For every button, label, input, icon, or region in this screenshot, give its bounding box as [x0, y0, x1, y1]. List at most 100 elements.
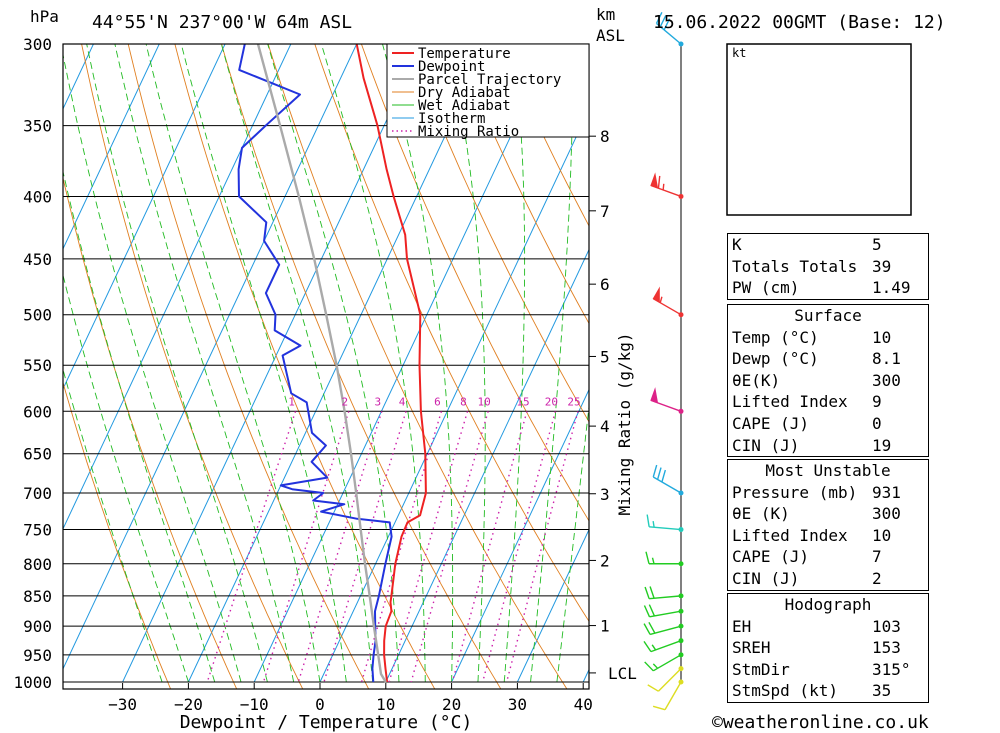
- pressure-tick-label: 800: [23, 555, 52, 574]
- wind-barb-pennant: [650, 172, 659, 189]
- index-label: K: [732, 235, 742, 254]
- most-unstable-table: Most Unstable Pressure (mb) 931 θE (K) 300…: [727, 459, 929, 591]
- surface-row: θE(K) 300: [728, 370, 928, 392]
- isotherm-line: [63, 44, 292, 530]
- wind-barb-half-feather: [659, 296, 663, 303]
- isotherm-line: [516, 528, 589, 683]
- dry-adiabat-line: [314, 44, 589, 623]
- surface-value: 9: [872, 392, 882, 412]
- wind-barb: [647, 666, 684, 692]
- most-unstable-label: Pressure (mb): [732, 482, 858, 502]
- index-value: 39: [872, 256, 892, 276]
- wet-adiabat-line: [267, 44, 400, 683]
- legend-dry-adiabat: Dry Adiabat: [418, 85, 511, 101]
- legend: Temperature Dewpoint Parcel Trajectory D…: [386, 43, 590, 140]
- wet-adiabat-line: [63, 52, 242, 683]
- surface-table: Surface Temp (°C) 10 Dewp (°C) 8.1 θE(K) 30…: [727, 304, 929, 458]
- wind-barb-feather: [649, 586, 655, 599]
- pressure-tick-label: 700: [23, 484, 52, 503]
- x-axis-label: Dewpoint / Temperature (°C): [180, 712, 473, 733]
- wind-barb-shaft: [652, 476, 682, 494]
- dry-adiabat-line: [63, 381, 172, 689]
- wind-barb-half-feather: [651, 644, 657, 651]
- temperature-tick-label: −10: [240, 695, 269, 714]
- km-unit-label: km: [596, 5, 615, 24]
- pressure-tick-label: 400: [23, 187, 52, 206]
- hodograph-value: 315°: [872, 659, 911, 679]
- wind-barb: [643, 622, 684, 636]
- hodograph-label: StmDir: [732, 659, 790, 679]
- most-unstable-value: 2: [872, 568, 882, 588]
- hodograph-value: 35: [872, 681, 892, 701]
- dry-adiabat-line: [267, 44, 568, 689]
- surface-label: CIN (J): [732, 435, 800, 455]
- altitude-tick-label: 2: [600, 551, 610, 570]
- wind-barb: [650, 387, 684, 414]
- wind-barb: [643, 604, 684, 618]
- index-label: PW (cm): [732, 278, 800, 298]
- index-row-totals: Totals Totals 39: [728, 256, 928, 278]
- pressure-tick-label: 450: [23, 250, 52, 269]
- wind-barb-shaft: [657, 668, 682, 692]
- mixing-ratio-line: [262, 411, 350, 683]
- pressure-tick-label: 500: [23, 306, 52, 325]
- index-value: 5: [872, 235, 882, 254]
- isotherm-line: [63, 44, 226, 390]
- wind-barb-feather: [648, 604, 656, 617]
- pressure-unit-label: hPa: [30, 7, 59, 26]
- surface-row: Dewp (°C) 8.1: [728, 348, 928, 370]
- wind-barb-half-feather: [652, 520, 655, 528]
- date-title: 15.06.2022 00GMT (Base: 12): [653, 12, 946, 33]
- pressure-tick-label: 850: [23, 587, 52, 606]
- wet-adiabat-line: [114, 44, 295, 683]
- most-unstable-label: CAPE (J): [732, 547, 810, 567]
- isotherm-line: [0, 0, 7, 682]
- surface-label: θE(K): [732, 370, 781, 390]
- wind-barb-dot: [678, 490, 684, 496]
- altitude-tick-label: 1: [600, 617, 610, 636]
- wind-barb-feather: [648, 622, 656, 634]
- mixing-ratio-tick-label: 1: [288, 395, 295, 408]
- legend-isotherm: Isotherm: [418, 111, 485, 127]
- wind-barb-feather: [652, 705, 666, 711]
- index-value: 1.49: [872, 278, 911, 298]
- wind-barb-dot: [678, 679, 684, 685]
- mixing-ratio-line: [323, 411, 407, 683]
- wind-barb-feather: [652, 464, 658, 478]
- plot-frame: [62, 43, 590, 690]
- wind-barb-feather: [644, 586, 650, 599]
- wet-adiabat-line: [145, 44, 321, 683]
- wind-barb-feather: [661, 469, 667, 483]
- wet-adiabat-line: [86, 44, 268, 683]
- altitude-tick-label: 3: [600, 485, 610, 504]
- mixing-ratio-tick-label: 8: [460, 395, 467, 408]
- surface-value: 19: [872, 435, 892, 455]
- legend-parcel: Parcel Trajectory: [418, 72, 561, 88]
- hodograph-title: Hodograph: [784, 595, 872, 614]
- wind-barb-dot: [678, 41, 684, 47]
- wind-barb: [643, 638, 684, 653]
- isotherm-line: [63, 44, 358, 670]
- most-unstable-label: CIN (J): [732, 568, 800, 588]
- wind-barb-dot: [678, 312, 684, 318]
- wind-barb-shaft: [649, 595, 682, 600]
- wind-barb: [644, 586, 684, 600]
- most-unstable-row: Pressure (mb) 931: [728, 482, 928, 504]
- dewpoint-profile-line: [237, 44, 393, 683]
- pressure-tick-label: 300: [23, 35, 52, 54]
- wind-barb-feather: [647, 684, 659, 692]
- surface-value: 0: [872, 413, 882, 433]
- pressure-tick-label: 750: [23, 521, 52, 540]
- hodograph-value: 153: [872, 638, 901, 658]
- wind-barb-feather: [643, 605, 651, 618]
- most-unstable-row: θE (K) 300: [728, 503, 928, 525]
- mixing-ratio-line: [360, 411, 443, 683]
- wind-barb-dot: [678, 408, 684, 414]
- wind-barb-shaft: [650, 640, 682, 653]
- mixing-ratio-line: [506, 411, 579, 683]
- wind-barb-half-feather: [652, 663, 659, 669]
- mixing-ratio-line: [410, 411, 489, 683]
- pressure-tick-label: 950: [23, 646, 52, 665]
- wind-barb-dot: [678, 561, 684, 567]
